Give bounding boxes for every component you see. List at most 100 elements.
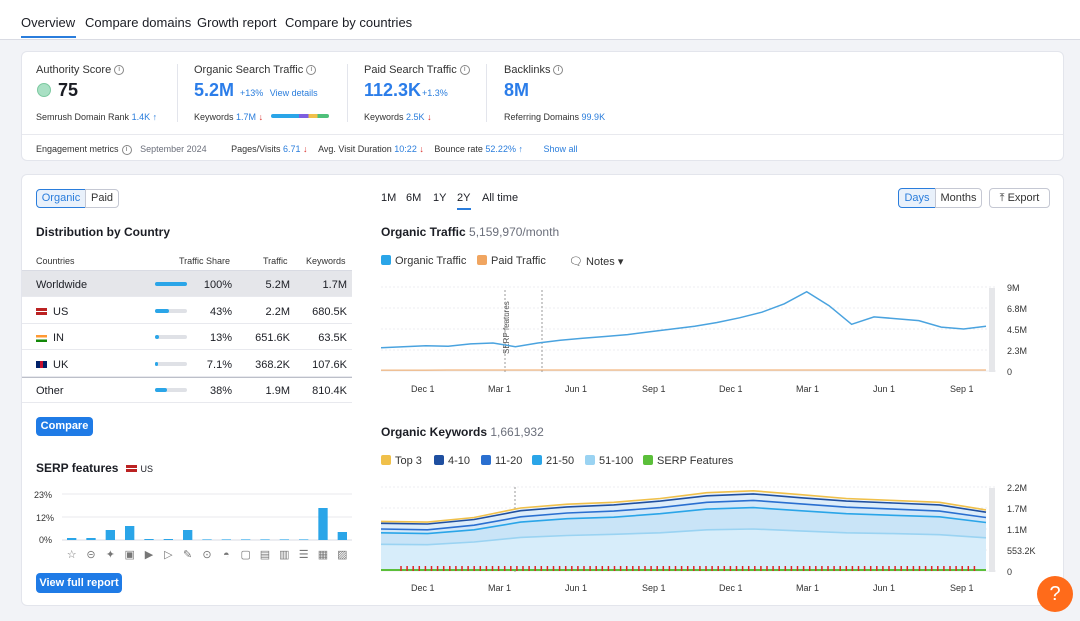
51-100-line xyxy=(381,528,987,546)
y-tick-label: 6.8M xyxy=(1007,304,1028,314)
serp-bar xyxy=(299,539,309,540)
scroll-handle xyxy=(989,488,995,572)
checkbox-icon xyxy=(381,255,391,266)
tab-overview[interactable]: Overview xyxy=(21,15,76,30)
info-icon[interactable]: i xyxy=(114,65,125,76)
serp-bar xyxy=(105,530,115,540)
4-10-line xyxy=(381,493,987,525)
traffic-share: 100% xyxy=(203,279,232,291)
tab-compare-domains[interactable]: Compare domains xyxy=(85,15,192,30)
column-header-countries: Countries xyxy=(36,256,75,266)
show-all-link[interactable]: Show all xyxy=(543,144,578,154)
period-6m[interactable]: 6M xyxy=(406,192,422,204)
serp-bar xyxy=(86,538,96,540)
traffic-share-bar-track xyxy=(155,308,187,313)
keyword-area xyxy=(381,529,986,571)
upload-icon: ⤒ xyxy=(999,192,1005,204)
x-tick-label: Sep 1 xyxy=(642,384,666,394)
legend-paid-traffic[interactable]: Paid Traffic xyxy=(477,255,546,267)
organic-traffic-change: +13% View details xyxy=(240,88,318,98)
table-row[interactable]: Worldwide 100% 5.2M 1.7M xyxy=(22,271,352,297)
traffic-share: 43% xyxy=(209,305,232,318)
comment-icon: 🗨 xyxy=(569,256,583,268)
authority-score-circle-icon xyxy=(37,83,51,97)
period-all-time[interactable]: All time xyxy=(482,192,519,204)
country-name: US xyxy=(36,306,68,318)
info-icon[interactable]: i xyxy=(121,144,132,155)
serp-bar xyxy=(260,539,270,540)
serp-bar xyxy=(241,539,251,540)
x-tick-label: Jun 1 xyxy=(873,384,896,394)
paid-traffic-label: Paid Search Traffic i xyxy=(364,64,470,76)
table-row[interactable]: US 43% 2.2M 680.5K xyxy=(22,298,352,324)
legend-top-3[interactable]: Top 3 xyxy=(381,455,422,467)
view-full-report-button[interactable]: View full report xyxy=(36,573,122,593)
traffic-value[interactable]: 2.2M xyxy=(265,305,290,318)
organic-keywords-value[interactable]: 1.7M xyxy=(236,112,257,122)
keywords-value[interactable]: 63.5K xyxy=(318,332,347,345)
days-toggle-button[interactable]: Days xyxy=(898,188,936,208)
legend-organic-traffic[interactable]: Organic Traffic xyxy=(381,255,466,267)
x-tick-label: Jun 1 xyxy=(565,583,588,593)
active-period-indicator xyxy=(457,208,471,210)
domain-rank-value[interactable]: 1.4K xyxy=(131,112,151,122)
notes-dropdown[interactable]: 🗨 Notes ▾ xyxy=(569,256,624,268)
divider xyxy=(347,64,348,122)
column-header-traffic[interactable]: Traffic xyxy=(263,256,288,266)
table-row[interactable]: UK 7.1% 368.2K 107.6K xyxy=(22,351,352,377)
legend-11-20[interactable]: 11-20 xyxy=(481,455,522,467)
x-tick-label: Sep 1 xyxy=(950,583,974,593)
referring-domains-value[interactable]: 99.9K xyxy=(581,112,606,122)
serp-features-chart: ☆ ⊝ ✦ ▣ ▶ ▷ ✎ ⊙ ◓ ▢ ▤ ▥ ☰ ▦ ▨ xyxy=(62,493,352,561)
paid-toggle-button[interactable]: Paid xyxy=(85,189,119,208)
checkbox-icon xyxy=(585,455,595,466)
backlinks-value[interactable]: 8M xyxy=(504,80,530,100)
info-icon[interactable]: i xyxy=(459,65,470,76)
traffic-value[interactable]: 651.6K xyxy=(255,332,290,345)
period-2y[interactable]: 2Y xyxy=(457,192,471,204)
tab-compare-by-countries[interactable]: Compare by countries xyxy=(285,15,413,30)
legend-4-10[interactable]: 4-10 xyxy=(434,455,470,467)
keywords-value: 810.4K xyxy=(312,385,347,398)
period-1y[interactable]: 1Y xyxy=(433,192,447,204)
traffic-value[interactable]: 368.2K xyxy=(255,358,290,371)
organic-traffic-value[interactable]: 5.2M xyxy=(194,80,235,100)
legend-51-100[interactable]: 51-100 xyxy=(585,455,633,467)
serp-feature-icon: ▤ xyxy=(260,549,270,561)
compare-button[interactable]: Compare xyxy=(36,417,93,436)
export-button[interactable]: ⤒ Export xyxy=(989,188,1050,208)
referring-domains: Referring Domains 99.9K xyxy=(504,112,606,122)
tab-growth-report[interactable]: Growth report xyxy=(197,15,277,30)
info-icon[interactable]: i xyxy=(553,65,564,76)
period-1m[interactable]: 1M xyxy=(381,192,397,204)
serp-bar xyxy=(144,539,154,540)
table-row[interactable]: IN 13% 651.6K 63.5K xyxy=(22,324,352,351)
organic-toggle-button[interactable]: Organic xyxy=(36,189,86,208)
help-button[interactable]: ? xyxy=(1037,576,1073,612)
column-header-keywords[interactable]: Keywords xyxy=(306,256,346,266)
organic-traffic-chart-title: Organic Traffic 5,159,970/month xyxy=(381,225,560,239)
info-icon[interactable]: i xyxy=(306,65,317,76)
paid-keywords-value[interactable]: 2.5K xyxy=(406,112,425,122)
divider xyxy=(22,270,352,271)
legend-21-50[interactable]: 21-50 xyxy=(532,455,574,467)
traffic-share-bar xyxy=(155,361,158,366)
serp-features-annotation: SERP features xyxy=(502,301,511,354)
paid-keywords: Keywords 2.5K ↓ xyxy=(364,112,432,122)
view-details-link[interactable]: View details xyxy=(269,88,318,98)
serp-features-title: SERP features US xyxy=(36,461,153,475)
legend-serp-features[interactable]: SERP Features xyxy=(643,455,733,467)
months-toggle-button[interactable]: Months xyxy=(935,188,982,208)
keywords-value[interactable]: 107.6K xyxy=(312,358,347,371)
keywords-value[interactable]: 680.5K xyxy=(312,305,347,318)
column-header-traffic-share[interactable]: Traffic Share xyxy=(179,256,231,266)
paid-traffic-value[interactable]: 112.3K xyxy=(364,80,422,100)
serp-y-label: 0% xyxy=(39,535,53,545)
metrics-card: Authority Score i 75 Semrush Domain Rank … xyxy=(21,51,1064,161)
serp-feature-icon: ▶ xyxy=(145,549,154,561)
country-name: Other xyxy=(36,385,64,398)
table-row[interactable]: Other 38% 1.9M 810.4K xyxy=(22,377,352,404)
serp-feature-icon: ▢ xyxy=(240,549,250,561)
x-tick-label: Dec 1 xyxy=(411,583,435,593)
x-tick-label: Dec 1 xyxy=(411,384,435,394)
